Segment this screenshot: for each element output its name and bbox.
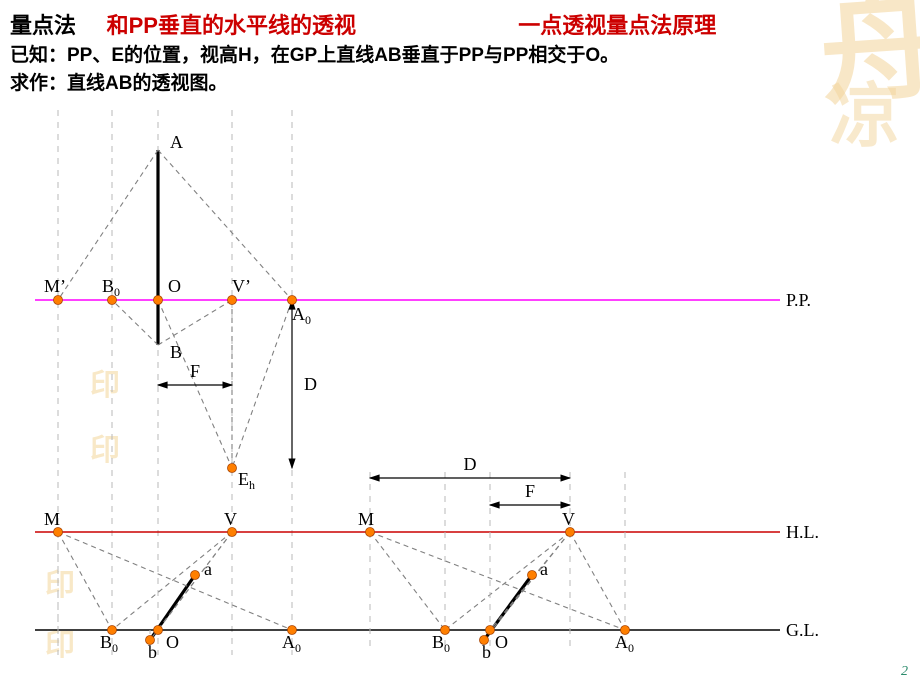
svg-text:A0: A0 [615,632,634,655]
svg-text:b: b [482,642,491,662]
svg-text:Eh: Eh [238,469,255,492]
svg-text:A0: A0 [292,304,311,327]
svg-text:H.L.: H.L. [786,522,819,542]
svg-text:a: a [540,559,548,579]
svg-text:D: D [304,374,317,394]
svg-text:O: O [166,632,179,652]
svg-text:O: O [168,276,181,296]
svg-text:F: F [190,361,200,381]
svg-text:M: M [358,509,374,529]
svg-text:G.L.: G.L. [786,620,819,640]
svg-text:V: V [562,509,575,529]
svg-text:B0: B0 [100,632,118,655]
svg-text:F: F [525,481,535,501]
perspective-diagram: F D D F A B M’ B0 O V’ A0 Eh M V M V B0 O A0 a b B0 O A0 a b P.P. H… [0,0,920,690]
svg-text:V: V [224,509,237,529]
svg-text:a: a [204,559,212,579]
svg-text:b: b [148,642,157,662]
svg-text:D: D [464,454,477,474]
svg-text:P.P.: P.P. [786,290,811,310]
svg-text:A: A [170,132,183,152]
svg-text:A0: A0 [282,632,301,655]
svg-text:M: M [44,509,60,529]
page-number: 2 [901,664,908,680]
svg-text:O: O [495,632,508,652]
svg-text:V’: V’ [232,276,251,296]
svg-text:B: B [170,342,182,362]
svg-text:B0: B0 [432,632,450,655]
svg-text:M’: M’ [44,276,66,296]
svg-text:B0: B0 [102,276,120,299]
